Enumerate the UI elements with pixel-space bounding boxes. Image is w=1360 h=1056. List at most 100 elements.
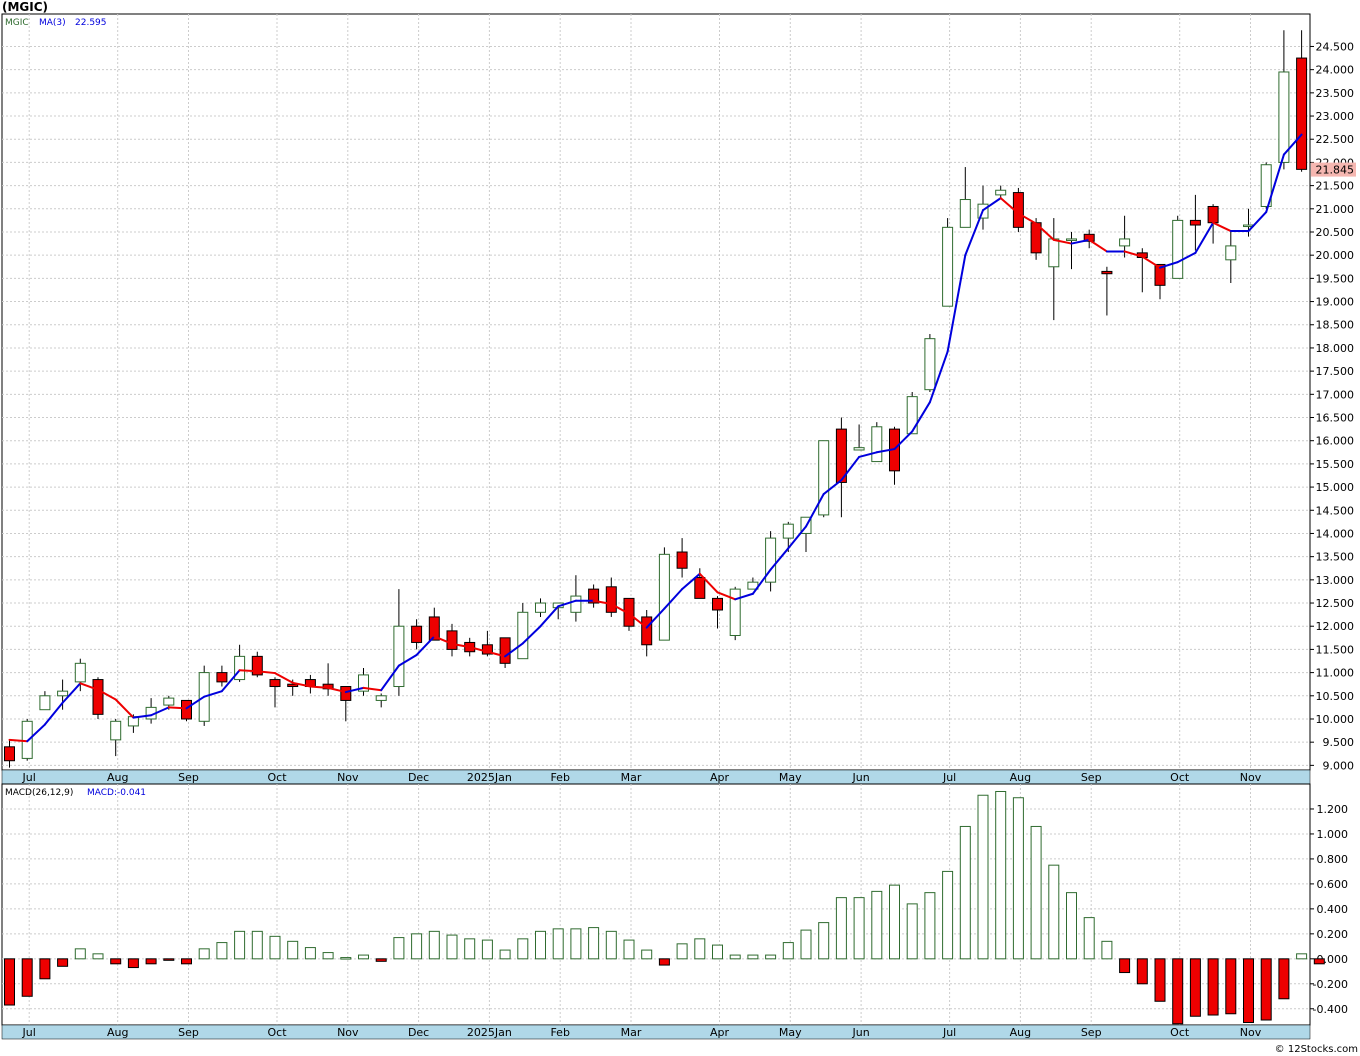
macd-bar bbox=[1243, 958, 1254, 1024]
candle-body bbox=[570, 595, 582, 613]
candle-body bbox=[605, 586, 617, 613]
macd-bar bbox=[889, 884, 900, 960]
ma-segment bbox=[893, 430, 914, 451]
macd-bar bbox=[605, 930, 617, 960]
macd-bar bbox=[1189, 958, 1201, 1017]
ma-segment bbox=[362, 686, 383, 692]
moving-average-line bbox=[8, 133, 1303, 743]
macd-tick-label: -0.400 bbox=[1313, 1003, 1348, 1016]
price-x-tick-label: Feb bbox=[550, 771, 569, 784]
ma-segment bbox=[167, 706, 188, 710]
ma-segment bbox=[309, 685, 330, 689]
macd-x-tick-label: Nov bbox=[1240, 1026, 1262, 1039]
ma-segment bbox=[964, 209, 984, 257]
macd-bar bbox=[110, 958, 122, 965]
ma-segment bbox=[1017, 212, 1038, 225]
macd-bar bbox=[464, 938, 476, 960]
ma-segment bbox=[787, 525, 807, 550]
last-price-label: 21.845 bbox=[1316, 164, 1355, 177]
price-x-tick-label: Jul bbox=[942, 771, 956, 784]
macd-x-tick-label: May bbox=[779, 1026, 802, 1039]
price-tick-label: 9.500 bbox=[1323, 736, 1355, 749]
price-x-tick-label: Jul bbox=[22, 771, 36, 784]
macd-x-tick-label: Nov bbox=[337, 1026, 359, 1039]
ma-segment bbox=[610, 602, 630, 615]
ma-segment bbox=[220, 669, 241, 693]
footer-credit: © 12Stocks.com bbox=[1275, 1044, 1358, 1055]
macd-bar bbox=[92, 953, 104, 960]
ma-segment bbox=[751, 568, 772, 595]
macd-bar bbox=[287, 940, 299, 960]
price-tick-label: 21.000 bbox=[1316, 203, 1355, 216]
macd-bar bbox=[481, 939, 493, 960]
price-x-tick-label: Aug bbox=[107, 771, 128, 784]
macd-bar bbox=[1119, 958, 1131, 974]
macd-x-tick-label: Apr bbox=[710, 1026, 730, 1039]
macd-bar bbox=[1030, 825, 1042, 960]
macd-bar bbox=[942, 870, 954, 960]
candle-body bbox=[269, 679, 281, 688]
price-panel bbox=[1, 13, 1311, 771]
macd-bar bbox=[1207, 958, 1219, 1016]
price-x-tick-label: Nov bbox=[1240, 771, 1262, 784]
price-legend-symbol: MGIC bbox=[5, 18, 29, 28]
macd-bar bbox=[234, 930, 246, 960]
ma-segment bbox=[344, 686, 365, 694]
macd-bar bbox=[4, 958, 15, 1006]
candle-body bbox=[181, 699, 192, 720]
ma-segment bbox=[274, 672, 294, 684]
ma-segment bbox=[858, 451, 878, 458]
price-tick-label: 16.000 bbox=[1316, 435, 1355, 448]
candle-body bbox=[1207, 205, 1219, 224]
candle-body bbox=[942, 226, 954, 307]
macd-x-axis-labels: Jul Aug Sep Oct Nov Dec 2025Jan Feb Mar Apr May Jun… bbox=[22, 1026, 1262, 1039]
ma-segment bbox=[999, 197, 1020, 215]
ma-segment bbox=[433, 635, 453, 645]
ma-segment bbox=[150, 706, 170, 717]
macd-legend-label: MACD(26,12,9) bbox=[5, 788, 73, 798]
price-tick-label: 22.500 bbox=[1316, 133, 1355, 146]
macd-tick-label: -0.200 bbox=[1313, 978, 1348, 991]
candle-body bbox=[1296, 57, 1308, 170]
candle-body bbox=[535, 602, 546, 613]
ma-segment bbox=[645, 607, 666, 629]
ma-segment bbox=[79, 682, 99, 691]
price-x-tick-label: 2025Jan bbox=[467, 771, 512, 784]
price-tick-label: 10.000 bbox=[1316, 713, 1355, 726]
price-tick-label: 9.000 bbox=[1323, 759, 1355, 772]
macd-bar bbox=[800, 929, 812, 960]
ma-segment bbox=[203, 690, 223, 698]
macd-x-tick-label: Aug bbox=[1010, 1026, 1031, 1039]
price-x-tick-label: Sep bbox=[1081, 771, 1102, 784]
macd-bar bbox=[1278, 958, 1290, 1000]
chart-title: (MGIC) bbox=[2, 0, 48, 14]
macd-x-tick-label: Mar bbox=[621, 1026, 642, 1039]
price-tick-label: 13.500 bbox=[1316, 551, 1355, 564]
macd-x-tick-label: 2025Jan bbox=[467, 1026, 512, 1039]
price-x-tick-label: Aug bbox=[1010, 771, 1031, 784]
ma-segment bbox=[521, 625, 542, 645]
ma-segment bbox=[875, 448, 896, 454]
macd-bar bbox=[163, 958, 175, 961]
macd-gridlines bbox=[2, 784, 1310, 1025]
price-tick-label: 24.000 bbox=[1316, 64, 1355, 77]
ma-segment bbox=[8, 738, 29, 743]
candle-body bbox=[411, 625, 423, 643]
ma-segment bbox=[61, 682, 82, 704]
candle-body bbox=[818, 440, 830, 516]
macd-bar bbox=[835, 897, 847, 960]
price-y-axis: 9.000 9.500 10.000 10.500 11.000 11.500 12.000… bbox=[1310, 40, 1354, 772]
macd-bar bbox=[570, 928, 582, 960]
price-x-tick-label: Sep bbox=[178, 771, 199, 784]
macd-histogram bbox=[4, 790, 1325, 1025]
candle-body bbox=[641, 616, 653, 646]
ma-segment bbox=[1212, 221, 1232, 233]
ma-segment bbox=[97, 688, 117, 701]
candle-body bbox=[4, 746, 15, 762]
price-tick-label: 11.000 bbox=[1316, 667, 1355, 680]
macd-bar bbox=[588, 927, 600, 960]
macd-bar bbox=[145, 958, 157, 965]
ma-segment bbox=[114, 698, 135, 719]
price-tick-label: 14.000 bbox=[1316, 527, 1355, 540]
candle-body bbox=[39, 695, 51, 711]
